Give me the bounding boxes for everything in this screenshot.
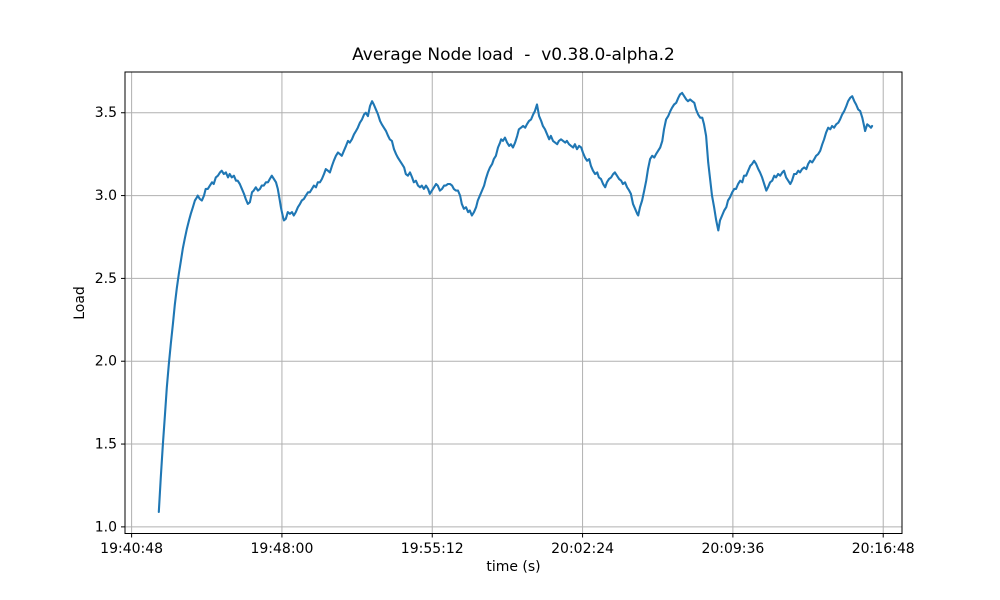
x-tick-label: 19:48:00 (250, 541, 313, 557)
grid-layer (125, 72, 902, 534)
y-tick-label: 1.5 (95, 437, 117, 453)
load-series-line (157, 91, 874, 514)
x-tick-label: 20:09:36 (701, 541, 764, 557)
y-tick-label: 3.5 (95, 105, 117, 121)
x-tick-label: 20:16:48 (852, 541, 915, 557)
x-tick-label: 19:55:12 (401, 541, 464, 557)
x-tick-label: 19:40:48 (100, 541, 163, 557)
axes-layer (121, 71, 903, 538)
y-tick-label: 1.0 (95, 519, 117, 535)
x-axis-label: time (s) (486, 559, 541, 575)
y-tick-label: 3.0 (95, 188, 117, 204)
y-tick-label: 2.5 (95, 271, 117, 287)
y-axis-label: Load (72, 286, 88, 320)
chart-title: Average Node load - v0.38.0-alpha.2 (352, 45, 675, 65)
tick-label-layer: 19:40:48 19:48:00 19:55:12 20:02:24 20:09:36… (95, 105, 915, 557)
axes-frame (124, 71, 903, 534)
y-tick-label: 2.0 (95, 354, 117, 370)
series-layer (157, 91, 874, 514)
x-tick-label: 20:02:24 (551, 541, 614, 557)
